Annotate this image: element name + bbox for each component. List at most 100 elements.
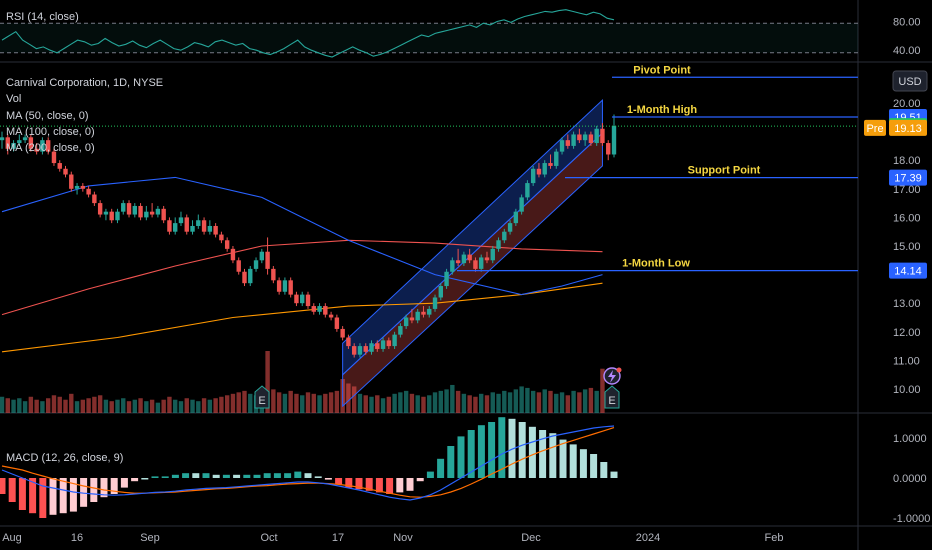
candle-body <box>161 208 166 221</box>
macd-histogram-bar <box>18 478 26 510</box>
candle-body <box>323 306 328 315</box>
volume-bar <box>380 398 386 413</box>
volume-bar <box>5 398 10 413</box>
candle-body <box>542 163 547 175</box>
macd-histogram-bar <box>559 439 567 478</box>
volume-bar <box>178 401 184 413</box>
volume-bar <box>28 396 34 413</box>
volume-bar <box>138 398 143 413</box>
ma50-legend: MA (50, close, 0) <box>6 110 89 122</box>
volume-bar <box>0 396 5 413</box>
candle-body <box>201 220 207 232</box>
macd-histogram-bar <box>182 473 190 478</box>
macd-histogram-bar <box>192 473 200 478</box>
volume-bar <box>479 393 484 413</box>
macd-histogram-bar <box>549 433 557 478</box>
candle-body <box>22 137 28 141</box>
candle-body <box>80 185 86 189</box>
candle-body <box>11 143 16 149</box>
volume-bar <box>92 396 97 413</box>
candle-body <box>219 234 224 241</box>
price-label-box <box>889 169 927 186</box>
candle-body <box>184 217 189 232</box>
candle-body <box>190 225 195 232</box>
time-tick-label: 17 <box>332 532 344 544</box>
candle-body <box>236 260 241 272</box>
candle-body <box>340 328 345 338</box>
macd-histogram-bar <box>304 473 312 478</box>
candle-body <box>415 311 420 321</box>
level-annotation: 1-Month High <box>627 104 698 116</box>
candle-body <box>375 343 380 349</box>
time-tick-label: Sep <box>140 532 160 544</box>
candle-body <box>519 197 524 212</box>
volume-bar <box>103 399 109 413</box>
volume-bar <box>588 387 594 413</box>
time-tick-label: Aug <box>2 532 22 544</box>
volume-bar <box>450 384 455 413</box>
level-annotation: 1-Month Low <box>622 258 690 270</box>
candle-body <box>230 248 236 261</box>
candle-body <box>224 240 230 249</box>
volume-bar <box>155 402 161 413</box>
candle-body <box>34 148 39 152</box>
macd-histogram-bar <box>110 478 118 494</box>
rsi-band <box>0 23 858 53</box>
macd-histogram-bar <box>49 478 57 515</box>
volume-bar <box>184 398 189 413</box>
volume-bar <box>565 395 571 413</box>
macd-histogram-bar <box>426 471 434 478</box>
volume-bar <box>357 393 363 413</box>
candle-body <box>167 220 172 232</box>
time-tick-label: 2024 <box>636 532 660 544</box>
candle-body <box>17 140 22 144</box>
candle-body <box>69 174 74 189</box>
volume-bar <box>230 393 236 413</box>
currency-button[interactable]: USD <box>892 70 928 92</box>
macd-histogram-bar <box>284 473 292 478</box>
price-tick-label: 13.00 <box>893 298 921 310</box>
candle-body <box>403 317 409 327</box>
volume-bar <box>51 395 57 413</box>
volume-bar <box>346 383 351 413</box>
candle-body <box>311 306 316 312</box>
macd-legend: MACD (12, 26, close, 9) <box>6 452 123 464</box>
macd-histogram-bar <box>610 471 618 478</box>
macd-histogram-bar <box>243 474 251 478</box>
candle-body <box>92 194 97 204</box>
earnings-badge <box>604 385 620 409</box>
price-tick-label: 10.00 <box>893 384 921 396</box>
volume-bar <box>490 392 495 413</box>
candle-body <box>606 143 611 155</box>
candle-body <box>300 294 305 304</box>
candle-body <box>363 346 368 352</box>
macd-histogram-bar <box>29 478 37 514</box>
volume-bar <box>236 392 241 413</box>
candle-body <box>490 248 495 261</box>
volume-bar <box>265 351 270 413</box>
time-tick-label: 16 <box>71 532 83 544</box>
candle-body <box>577 134 582 141</box>
volume-bar <box>386 396 392 413</box>
volume-bar <box>363 395 368 413</box>
macd-histogram-bar <box>457 436 465 478</box>
candle-body <box>28 137 34 149</box>
macd-histogram-bar <box>69 478 77 512</box>
volume-bar <box>461 393 467 413</box>
candle-body <box>369 343 374 352</box>
macd-histogram-bar <box>324 478 332 480</box>
candle-body <box>611 125 617 155</box>
volume-bar <box>45 398 51 413</box>
macd-histogram-bar <box>212 474 220 478</box>
candle-body <box>253 260 259 269</box>
volume-bar <box>513 389 519 413</box>
macd-histogram-bar <box>0 478 6 494</box>
ma100-legend: MA (100, close, 0) <box>6 126 95 138</box>
volume-bar <box>196 401 201 413</box>
candle-body <box>242 271 247 284</box>
macd-histogram-bar <box>233 474 241 478</box>
volume-bar <box>548 390 553 413</box>
time-axis: Aug 16 Sep Oct 17 Nov Dec 2024 Feb <box>2 532 783 544</box>
candle-body <box>196 220 201 226</box>
